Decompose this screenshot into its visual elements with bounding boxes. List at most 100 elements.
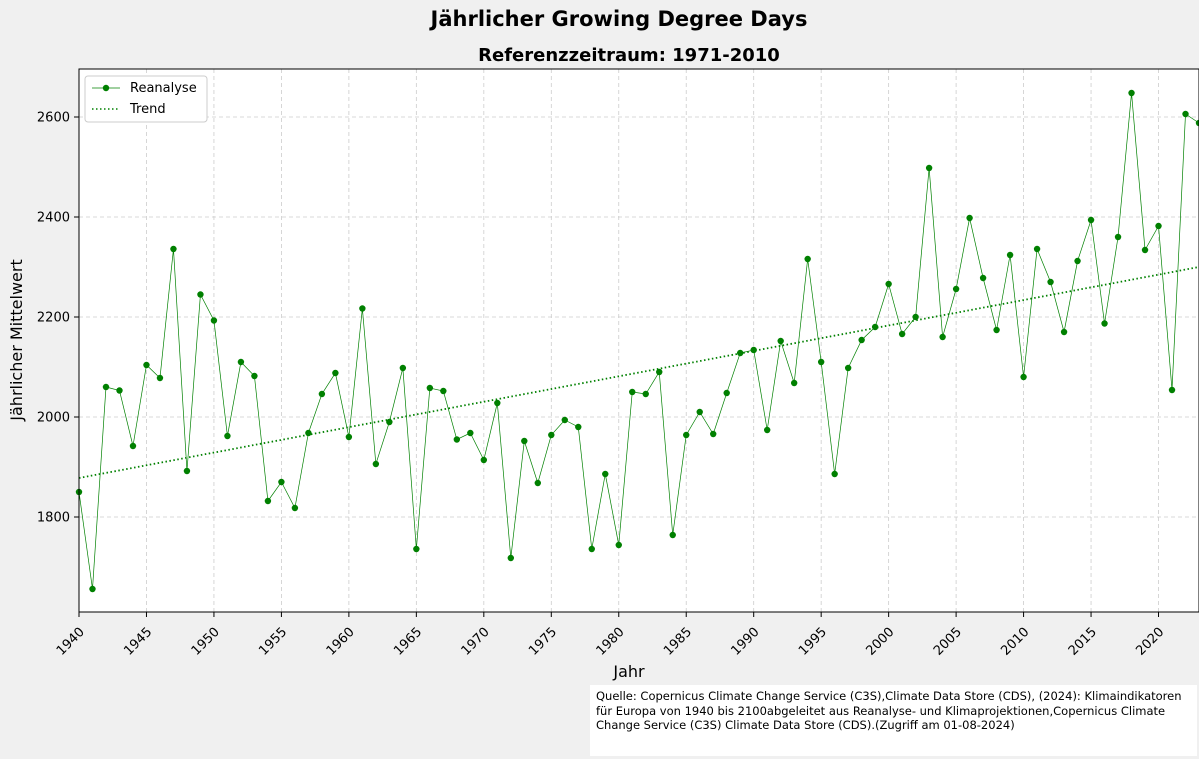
data-point	[737, 349, 744, 357]
data-point	[1141, 246, 1149, 254]
data-point	[750, 346, 757, 354]
data-point	[710, 430, 717, 438]
data-point	[898, 330, 906, 338]
data-point	[197, 291, 204, 298]
x-tick-label: 2010	[998, 625, 1032, 659]
legend-box	[84, 75, 208, 123]
data-point	[912, 313, 919, 321]
data-point	[696, 408, 703, 416]
data-point	[548, 431, 555, 439]
data-point	[683, 431, 690, 439]
data-point	[966, 214, 973, 222]
x-tick-label: 2005	[931, 625, 965, 659]
data-point	[345, 433, 353, 441]
data-point	[89, 585, 96, 593]
data-point	[844, 364, 852, 372]
data-point	[494, 399, 501, 407]
data-point	[858, 336, 865, 344]
data-point	[1047, 278, 1054, 286]
data-point	[602, 470, 609, 478]
x-tick-label: 1970	[459, 625, 493, 659]
data-point	[952, 285, 960, 293]
y-tick-label: 1800	[37, 511, 70, 526]
data-point	[372, 460, 380, 468]
data-point	[790, 379, 798, 387]
data-point	[318, 390, 326, 398]
x-tick-label: 1965	[391, 625, 425, 659]
data-point	[102, 383, 110, 391]
data-point	[480, 456, 488, 464]
x-tick-label: 2000	[863, 625, 897, 659]
data-point	[170, 245, 177, 253]
data-point	[561, 416, 568, 424]
y-axis-label: Jährlicher Mittelwert	[7, 259, 26, 421]
data-point	[359, 305, 366, 312]
data-point	[871, 323, 879, 331]
data-point	[669, 531, 676, 539]
data-point	[642, 390, 649, 398]
data-point	[210, 317, 218, 324]
data-point	[804, 255, 811, 263]
data-point	[305, 429, 312, 437]
data-point	[426, 384, 434, 392]
data-point	[264, 497, 272, 505]
y-tick-label: 2400	[37, 211, 70, 226]
data-point	[467, 429, 474, 437]
data-point	[1033, 245, 1041, 253]
data-point	[291, 504, 299, 512]
data-point	[1195, 119, 1199, 127]
data-point	[278, 478, 285, 486]
plot-frame	[78, 68, 1199, 613]
data-point	[143, 361, 150, 369]
y-tick-label: 2000	[37, 411, 70, 426]
y-tick-label: 2200	[37, 311, 70, 326]
x-tick-label: 1940	[54, 625, 88, 659]
data-point	[332, 369, 339, 377]
data-point	[777, 337, 784, 345]
data-point	[993, 326, 1000, 334]
data-point	[1155, 222, 1162, 230]
data-point	[413, 545, 420, 553]
data-point	[251, 372, 258, 380]
data-point	[1060, 328, 1068, 336]
data-point	[1101, 320, 1108, 327]
data-point	[156, 374, 164, 382]
x-tick-label: 1995	[796, 625, 830, 659]
data-point	[575, 423, 582, 431]
grid-lines	[78, 69, 1199, 612]
reanalyse-series	[75, 89, 1199, 593]
data-point	[1087, 216, 1095, 224]
data-point	[534, 479, 541, 487]
data-point	[939, 333, 946, 341]
data-point	[453, 436, 461, 443]
data-point	[1114, 233, 1122, 241]
x-tick-label: 1980	[594, 625, 628, 659]
x-tick-label: 1990	[729, 625, 763, 659]
x-tick-label: 1960	[324, 625, 358, 659]
legend-reanalyse-marker	[102, 84, 110, 92]
data-point	[925, 164, 933, 172]
y-tick-label: 2600	[37, 111, 70, 126]
data-point	[440, 387, 447, 395]
data-point	[237, 358, 245, 366]
source-note: Quelle: Copernicus Climate Change Servic…	[590, 685, 1197, 756]
data-point	[588, 545, 595, 553]
data-point	[521, 437, 528, 445]
data-point	[615, 541, 622, 549]
data-point	[1006, 251, 1014, 259]
x-tick-label: 2015	[1066, 625, 1100, 659]
reanalyse-line	[78, 92, 1199, 590]
data-point	[129, 442, 137, 450]
legend: Reanalyse Trend	[84, 75, 208, 123]
data-point	[629, 388, 636, 396]
data-point	[224, 432, 231, 440]
chart-subtitle: Referenzzeitraum: 1971-2010	[478, 45, 780, 66]
data-point	[116, 387, 123, 394]
data-point	[183, 467, 191, 475]
data-point	[507, 554, 515, 562]
data-point	[656, 368, 663, 376]
x-tick-label: 2020	[1133, 625, 1167, 659]
data-point	[1074, 257, 1081, 265]
x-tick-label: 1975	[526, 625, 560, 659]
